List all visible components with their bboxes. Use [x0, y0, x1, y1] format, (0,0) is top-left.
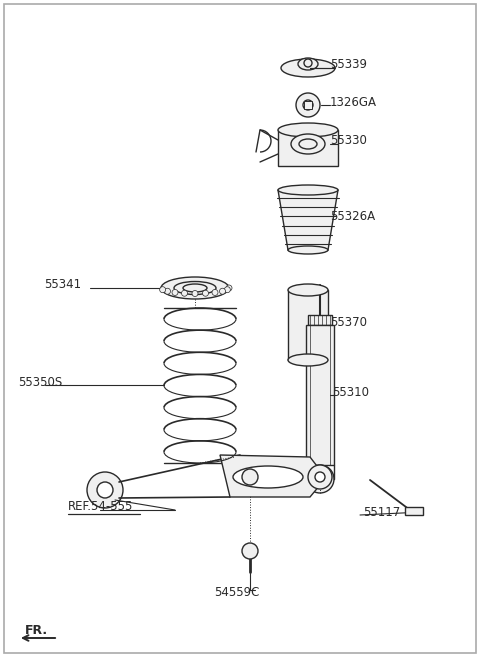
Circle shape: [181, 290, 188, 296]
Circle shape: [224, 286, 230, 293]
Ellipse shape: [278, 185, 338, 195]
Text: 55339: 55339: [330, 58, 367, 72]
Bar: [306, 325, 334, 465]
Ellipse shape: [233, 466, 303, 488]
Text: 55117: 55117: [363, 505, 400, 518]
Circle shape: [296, 93, 320, 117]
Circle shape: [308, 465, 332, 489]
Ellipse shape: [278, 123, 338, 137]
Circle shape: [165, 288, 170, 294]
Circle shape: [303, 100, 313, 110]
Ellipse shape: [288, 284, 328, 296]
Ellipse shape: [288, 354, 328, 366]
Circle shape: [160, 286, 166, 293]
Ellipse shape: [291, 134, 325, 154]
Circle shape: [242, 469, 258, 485]
Circle shape: [87, 472, 123, 508]
Bar: [278, 130, 338, 166]
Ellipse shape: [183, 284, 207, 292]
Ellipse shape: [288, 246, 328, 254]
Text: FR.: FR.: [25, 623, 48, 637]
Circle shape: [172, 290, 178, 296]
Ellipse shape: [161, 277, 229, 299]
Ellipse shape: [298, 58, 318, 70]
Bar: [405, 507, 423, 515]
Polygon shape: [220, 455, 320, 497]
Circle shape: [315, 472, 325, 482]
Ellipse shape: [281, 59, 335, 77]
Circle shape: [97, 482, 113, 498]
Ellipse shape: [299, 139, 317, 149]
Text: 55326A: 55326A: [330, 210, 375, 223]
Circle shape: [306, 465, 334, 493]
Circle shape: [226, 285, 232, 291]
Text: 55370: 55370: [330, 315, 367, 328]
Text: 55350S: 55350S: [18, 376, 62, 388]
Circle shape: [219, 288, 226, 294]
Bar: [288, 290, 328, 360]
Circle shape: [203, 290, 208, 296]
Text: 1326GA: 1326GA: [330, 95, 377, 108]
Text: REF.54-555: REF.54-555: [68, 501, 133, 514]
Text: 55330: 55330: [330, 133, 367, 147]
Bar: [304, 101, 312, 109]
Text: 55341: 55341: [44, 279, 81, 292]
Circle shape: [314, 473, 326, 485]
Circle shape: [192, 290, 198, 296]
Circle shape: [212, 290, 218, 296]
Circle shape: [304, 59, 312, 67]
Polygon shape: [278, 190, 338, 250]
Ellipse shape: [174, 281, 216, 294]
Circle shape: [242, 543, 258, 559]
Text: 54559C: 54559C: [214, 587, 259, 599]
Bar: [308, 315, 332, 325]
Text: 55310: 55310: [332, 386, 369, 399]
